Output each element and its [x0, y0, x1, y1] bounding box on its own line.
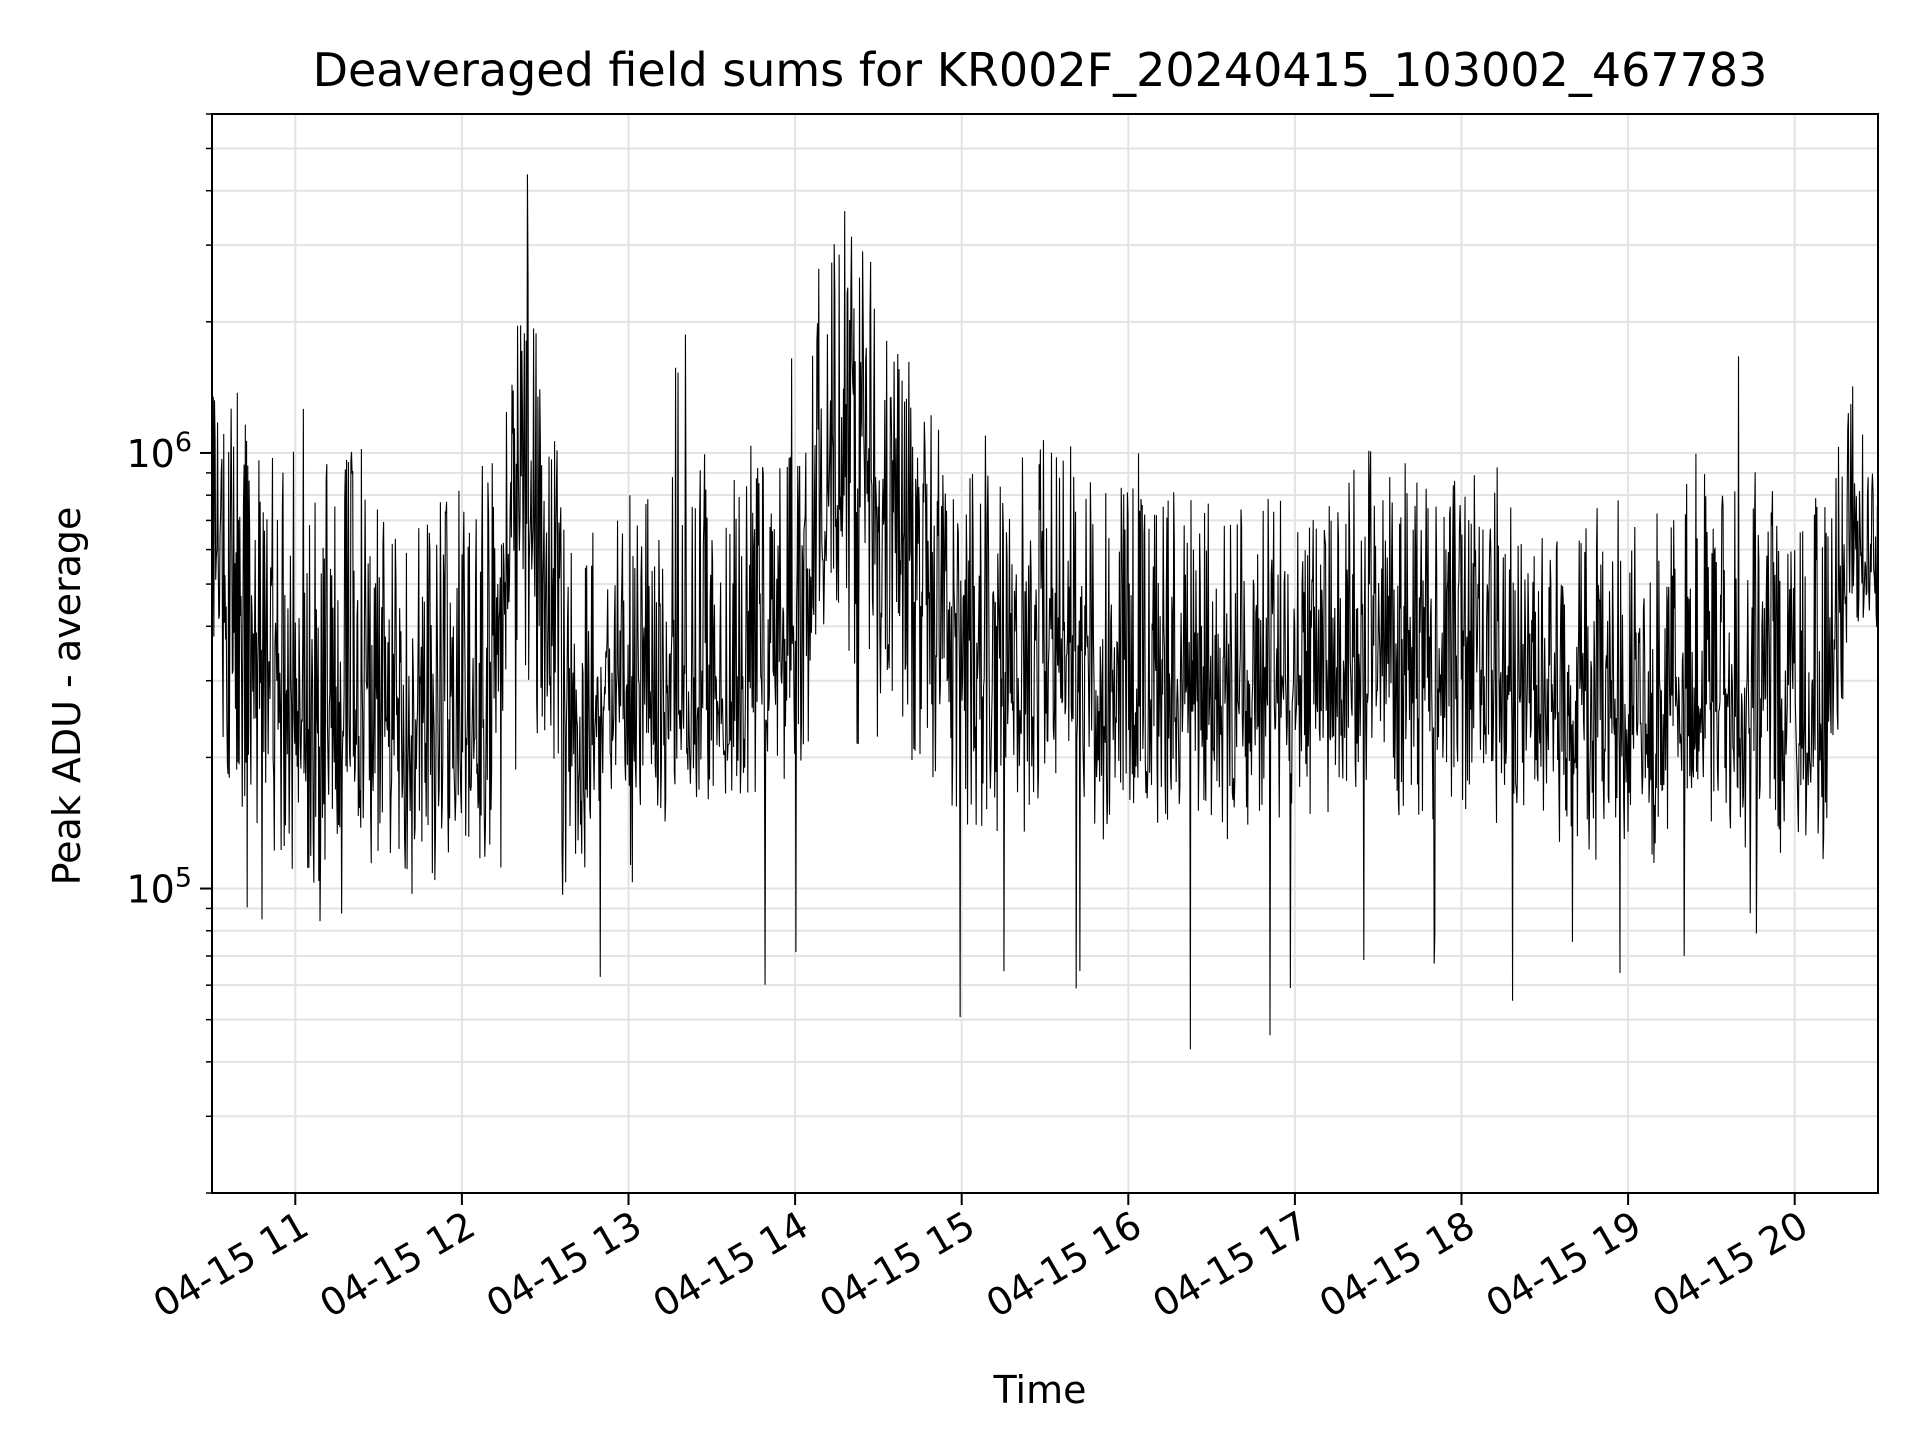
y-axis-label: Peak ADU - average	[45, 507, 89, 886]
y-tick-label: 106	[126, 427, 192, 476]
plot-area-frame	[211, 113, 1879, 1194]
x-axis-label: Time	[993, 1368, 1087, 1412]
chart-title: Deaveraged field sums for KR002F_2024041…	[313, 43, 1768, 97]
x-tick-label: 04-15 12	[312, 1203, 482, 1327]
y-axis: 105 106	[126, 113, 212, 1194]
x-tick-label: 04-15 15	[812, 1203, 982, 1327]
x-tick-label: 04-15 11	[146, 1203, 316, 1327]
x-tick-label: 04-15 14	[646, 1203, 816, 1327]
y-tick-label: 105	[126, 863, 192, 912]
x-tick-label: 04-15 16	[979, 1203, 1149, 1327]
x-tick-label: 04-15 20	[1645, 1203, 1815, 1327]
x-tick-label: 04-15 18	[1312, 1203, 1482, 1327]
data-series-line	[211, 174, 1879, 1050]
x-tick-label: 04-15 19	[1479, 1203, 1649, 1327]
x-tick-label: 04-15 13	[479, 1203, 649, 1327]
x-tick-label: 04-15 17	[1145, 1203, 1315, 1327]
